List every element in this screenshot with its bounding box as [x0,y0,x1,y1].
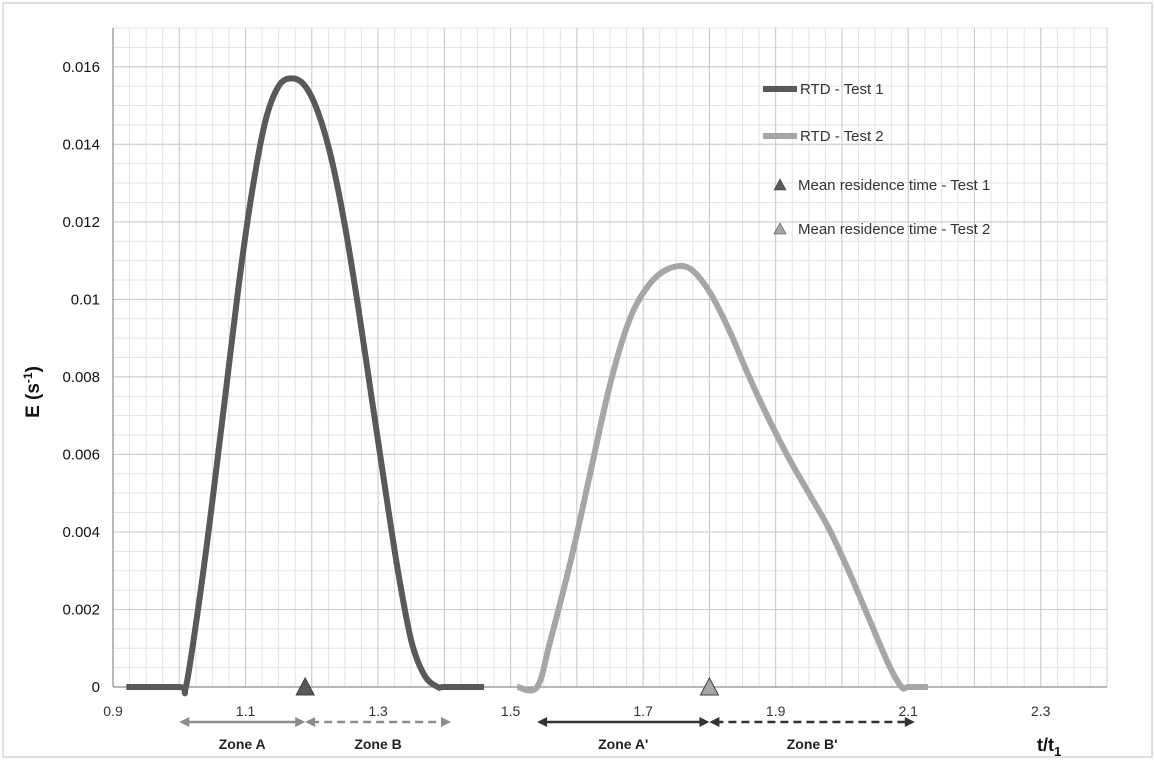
y-tick-label: 0.01 [71,291,100,308]
x-tick-label: 2.1 [898,703,918,719]
zone-arrow-head-left [179,717,190,727]
y-axis-label-main: E (s [23,383,44,418]
zone-arrow: Zone A [179,717,306,752]
y-axis-label: E (s-1) [21,366,44,418]
zone-label: Zone A' [598,736,648,752]
x-axis-label-sub: 1 [1054,744,1061,759]
y-axis-label-close: ) [23,366,44,372]
x-axis-label-main: t/t [1037,735,1054,755]
zone-label: Zone A [219,736,266,752]
y-tick-label: 0.016 [62,59,100,76]
legend-label-test-2: RTD - Test 2 [800,128,884,145]
legend-label-test-1: RTD - Test 1 [800,81,884,98]
zone-arrow-head-right [699,717,710,727]
series-line-test-1 [126,75,485,697]
zone-arrow-head-left [305,717,316,727]
zone-arrow-head-left [537,717,548,727]
y-tick-label: 0.012 [62,214,100,231]
x-axis-label: t/t1 [1037,735,1061,759]
zone-arrow-head-right [295,717,306,727]
zone-label: Zone B [354,736,401,752]
zone-arrow: Zone A' [537,717,710,752]
mean-residence-marker-test-2 [699,676,720,696]
legend-marker-test-1 [773,178,787,191]
zone-arrow-head-right [904,717,915,727]
zone-arrow-head-right [440,717,451,727]
y-tick-label: 0.002 [62,601,100,618]
zone-arrow-head-left [709,717,720,727]
legend-label-mean-test-2: Mean residence time - Test 2 [798,221,990,238]
y-tick-label: 0.008 [62,369,100,386]
legend-label-mean-test-1: Mean residence time - Test 1 [798,177,990,194]
x-tick-label: 1.1 [236,703,256,719]
y-tick-label: 0 [92,679,100,696]
y-tick-label: 0.006 [62,446,100,463]
x-tick-label: 1.5 [501,703,521,719]
x-tick-label: 0.9 [103,703,123,719]
x-tick-label: 1.7 [633,703,653,719]
grid [112,27,1108,688]
marker-layer [295,676,720,696]
zone-arrow: Zone B [305,717,451,752]
x-tick-label: 1.3 [368,703,388,719]
legend: RTD - Test 1 RTD - Test 2 Mean residence t… [763,81,990,238]
zone-label: Zone B' [787,736,838,752]
x-tick-label: 2.3 [1031,703,1051,719]
y-axis-label-sup: -1 [21,372,35,383]
zone-layer: Zone A Zone B Zone A' Zone B' [179,717,915,752]
axes: 0 0.002 0.004 0.006 0.008 0.01 0.012 0.014 0.016… [62,28,1107,719]
x-tick-label: 1.9 [766,703,786,719]
y-tick-label: 0.004 [62,524,100,541]
series-line-test-2 [516,262,929,694]
series-layer [126,75,929,697]
y-tick-label: 0.014 [62,136,100,153]
zone-arrow: Zone B' [709,717,915,752]
mean-residence-marker-test-1 [295,676,316,696]
legend-marker-test-2 [773,222,787,235]
